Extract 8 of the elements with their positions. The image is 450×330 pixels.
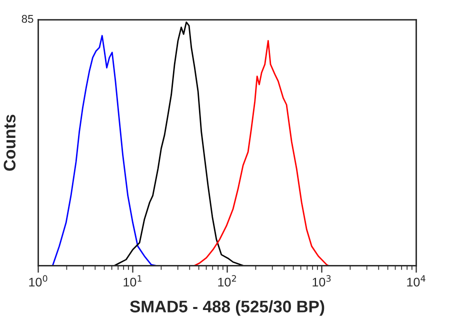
x-tick-label: 10$^{2}$ [218, 275, 236, 287]
x-axis-title: SMAD5 - 488 (525/30 BP) [130, 300, 324, 316]
text: 85 [22, 14, 34, 23]
x-tick-label: 10$^{1}$ [124, 275, 142, 287]
x-tick-label: 10$^{4}$ [407, 275, 426, 287]
y-axis-title: Counts [4, 114, 16, 171]
x-tick-label: 10$^{3}$ [312, 275, 331, 287]
x-tick-label: 10$^{0}$ [29, 275, 48, 287]
